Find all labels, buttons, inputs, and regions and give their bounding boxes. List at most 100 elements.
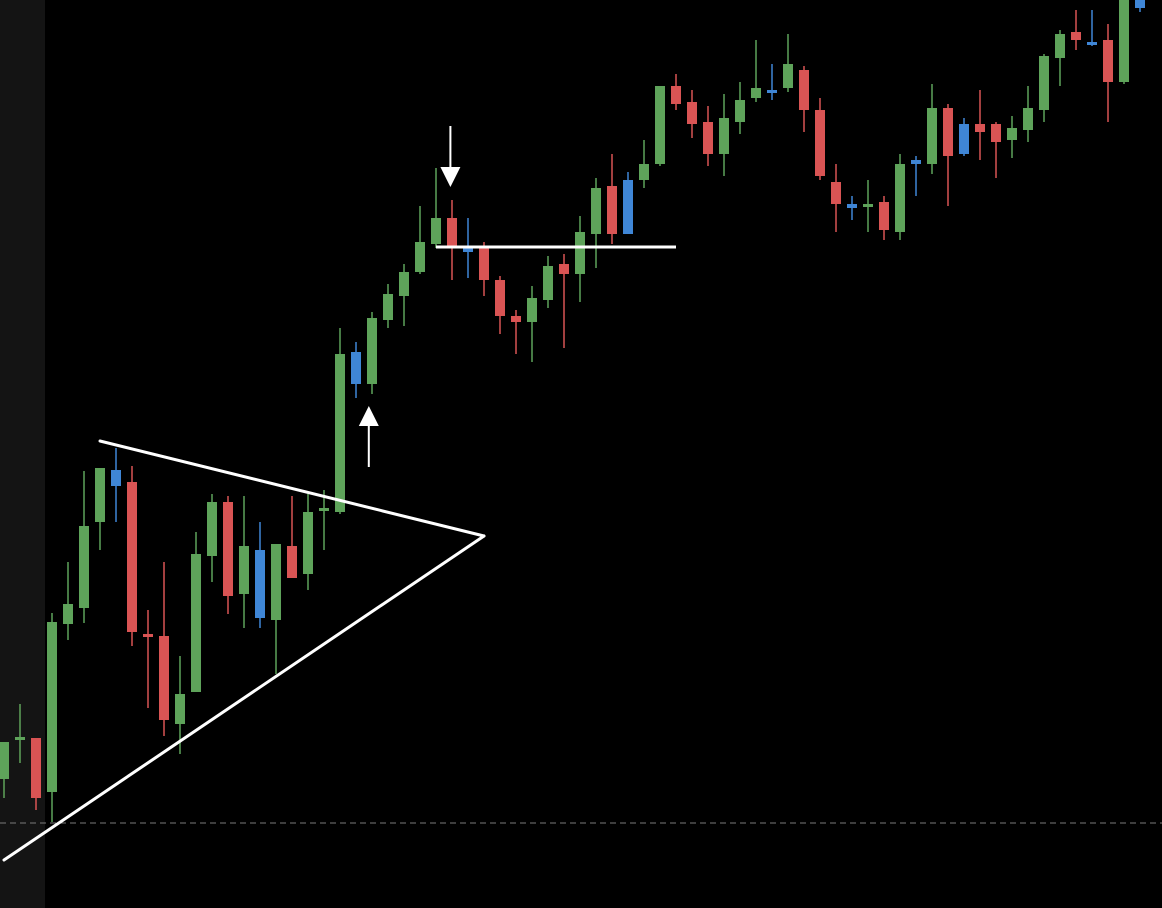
candle-body [1135,0,1145,8]
drawings-layer [2,126,676,862]
candle-body [383,294,393,320]
candle-body [0,742,9,779]
candle-body [623,180,633,234]
candle-body [191,554,201,692]
candle [495,276,505,334]
candle [975,90,985,160]
candle [783,34,793,92]
candle [1055,30,1065,86]
candle-body [15,737,25,740]
candle [543,256,553,308]
candle-body [831,182,841,204]
arrow-down-icon [440,167,461,187]
candle-body [895,164,905,232]
candle-body [111,470,121,486]
candle-body [223,502,233,596]
candle [335,328,345,514]
candle [399,264,409,326]
candle [143,610,153,708]
candle-body [319,508,329,511]
candle-body [47,622,57,792]
candle-body [255,550,265,618]
candle-body [751,88,761,98]
candle-body [655,86,665,164]
candle [879,196,889,240]
candle-body [783,64,793,88]
candle-body [1007,128,1017,140]
candle [15,704,25,763]
candle-body [143,634,153,637]
candle-body [607,186,617,234]
candle [319,490,329,550]
candle-body [959,124,969,154]
candle-body [79,526,89,608]
candle-body [1103,40,1113,82]
arrow-down-marker[interactable] [440,126,461,187]
candle [671,74,681,110]
triangle-lower-trendline[interactable] [2,534,486,862]
candle [175,656,185,754]
candle [207,494,217,582]
candle [655,86,665,166]
candle-body [479,248,489,280]
arrow-up-marker[interactable] [358,406,379,467]
candle-body [1119,0,1129,82]
candle [255,522,265,628]
candle-body [207,502,217,556]
candle [527,286,537,362]
candle-body [703,122,713,154]
candle [719,94,729,176]
candle [559,254,569,348]
candle [79,471,89,623]
candle-body [287,546,297,578]
candle-body [463,246,473,252]
candle [687,90,697,138]
candle [639,140,649,188]
candle [735,82,745,134]
candle-body [303,512,313,574]
candle [959,118,969,156]
candle-body [1055,34,1065,58]
candle [63,562,73,640]
candle [47,613,57,822]
candle-body [351,352,361,384]
candle [223,496,233,614]
candle-body [543,266,553,300]
candle-body [431,218,441,244]
candle [927,84,937,174]
candle-body [559,264,569,274]
candle-body [1087,42,1097,45]
candle [831,164,841,232]
candle [271,544,281,674]
candle-body [671,86,681,104]
candle-body [415,242,425,272]
candle [1039,54,1049,122]
candle [127,466,137,646]
candle [703,106,713,166]
candle [239,496,249,628]
candle-body [159,636,169,720]
candle-body [847,204,857,208]
candle-body [639,164,649,180]
candle [575,216,585,302]
candle-body [95,468,105,522]
candle-body [575,232,585,274]
candle [847,196,857,220]
candle [95,468,105,550]
candle-body [175,694,185,724]
candle [607,154,617,244]
candle [815,98,825,180]
candle-body [911,160,921,164]
candle-body [511,316,521,322]
candle [943,104,953,206]
candles-layer [0,0,1145,822]
candle [991,122,1001,178]
candle [111,448,121,522]
triangle-upper-trendline[interactable] [98,439,486,538]
candle-body [367,318,377,384]
candle-body [879,202,889,230]
candle [415,206,425,274]
